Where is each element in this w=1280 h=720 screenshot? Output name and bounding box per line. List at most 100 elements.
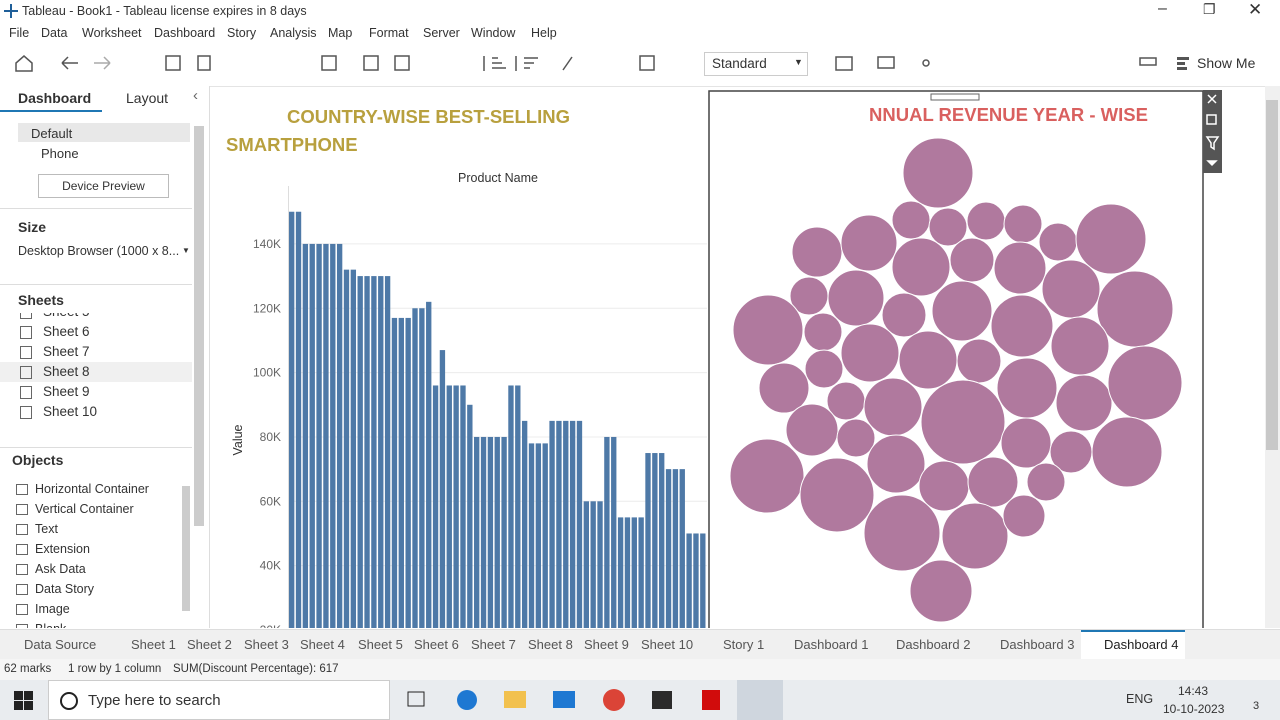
selected-zone[interactable]: [708, 90, 1204, 628]
remove-zone[interactable]: [1207, 94, 1217, 104]
new-source-icon[interactable]: [197, 55, 211, 71]
minimize-button[interactable]: –: [1158, 0, 1167, 17]
sort-desc-icon[interactable]: [515, 56, 538, 71]
object-item[interactable]: Blank: [35, 622, 66, 628]
menu-item[interactable]: Map: [328, 26, 353, 40]
task-view[interactable]: [407, 691, 425, 707]
home-icon[interactable]: [15, 55, 33, 72]
size-dropdown[interactable]: Desktop Browser (1000 x 8...: [18, 244, 180, 258]
object-item[interactable]: Data Story: [35, 582, 95, 596]
presentation-icon[interactable]: [877, 56, 895, 69]
labels-icon[interactable]: [639, 55, 655, 71]
tab[interactable]: Sheet 5: [358, 637, 403, 652]
redo-icon[interactable]: [94, 56, 111, 70]
pin-icon[interactable]: [1138, 54, 1160, 76]
tab[interactable]: Story 1: [723, 637, 765, 652]
store-app[interactable]: [652, 691, 672, 709]
chrome-app[interactable]: [603, 689, 625, 711]
edge-app[interactable]: [457, 690, 477, 710]
new-sheet-icon[interactable]: [321, 55, 337, 71]
tab[interactable]: Sheet 2: [187, 637, 232, 652]
filter-button[interactable]: [1205, 136, 1220, 151]
object-item[interactable]: Text: [35, 522, 58, 536]
menu-item[interactable]: Help: [531, 26, 557, 40]
clear-icon[interactable]: [394, 55, 410, 71]
object-item[interactable]: Image: [35, 602, 70, 616]
side-tab[interactable]: Dashboard: [18, 90, 92, 106]
highlight-icon[interactable]: [562, 56, 573, 71]
go-to-sheet[interactable]: [1206, 114, 1217, 125]
sheet-item[interactable]: Sheet 9: [43, 384, 90, 399]
bar: [679, 469, 685, 628]
save-icon[interactable]: [165, 55, 181, 71]
object-icon: [16, 564, 28, 575]
tab[interactable]: Sheet 3: [244, 637, 289, 652]
tableau-app-active[interactable]: [737, 680, 783, 720]
bar: [439, 350, 446, 628]
menu-item[interactable]: Window: [471, 26, 516, 40]
mail-app[interactable]: [553, 691, 575, 708]
language[interactable]: ENG: [1126, 692, 1154, 706]
tab[interactable]: Sheet 4: [300, 637, 345, 652]
collapse-button[interactable]: ‹: [193, 87, 198, 104]
notification-count[interactable]: 3: [1253, 700, 1260, 712]
menu-item[interactable]: Format: [369, 26, 409, 40]
scrollbar[interactable]: [194, 126, 204, 526]
sheet-item[interactable]: Sheet 8: [43, 364, 90, 379]
menu-item[interactable]: Server: [423, 26, 460, 40]
device-item[interactable]: Phone: [41, 146, 79, 161]
tab[interactable]: Dashboard 1: [794, 637, 869, 652]
tab[interactable]: Sheet 6: [414, 637, 459, 652]
menu-item[interactable]: Dashboard: [154, 26, 216, 40]
sheet-item[interactable]: Sheet 5: [43, 313, 90, 319]
drag-handle[interactable]: [930, 93, 980, 101]
device-preview-button[interactable]: Device Preview: [38, 174, 169, 198]
bubble: [729, 438, 805, 514]
duplicate-icon[interactable]: [363, 55, 379, 71]
acrobat-app[interactable]: [702, 690, 720, 710]
object-item[interactable]: Ask Data: [35, 562, 86, 576]
fit-dropdown[interactable]: Standard ▼: [704, 52, 808, 76]
scroll-thumb[interactable]: [1266, 100, 1278, 450]
object-item[interactable]: Vertical Container: [35, 502, 134, 516]
tab[interactable]: Data Source: [24, 637, 97, 652]
share-icon[interactable]: [922, 59, 930, 67]
tab[interactable]: Sheet 9: [584, 637, 629, 652]
tab[interactable]: Dashboard 4: [1104, 637, 1179, 652]
bar: [501, 436, 507, 628]
tab[interactable]: Sheet 10: [641, 637, 694, 652]
tab[interactable]: Dashboard 2: [896, 637, 971, 652]
device-item[interactable]: Default: [31, 126, 73, 141]
cards-icon[interactable]: [835, 56, 853, 71]
tab[interactable]: Sheet 1: [131, 637, 176, 652]
bar: [556, 420, 562, 628]
menu-item[interactable]: Data: [41, 26, 68, 40]
tab[interactable]: Sheet 7: [471, 637, 516, 652]
object-item[interactable]: Extension: [35, 542, 90, 556]
sheet-item[interactable]: Sheet 7: [43, 344, 90, 359]
divider: [0, 208, 192, 209]
sheet-item[interactable]: Sheet 10: [43, 404, 98, 419]
bubble: [785, 403, 839, 457]
explorer-app[interactable]: [504, 691, 526, 708]
menu-item[interactable]: File: [9, 26, 30, 40]
restore-button[interactable]: ❐: [1203, 1, 1216, 17]
menu-item[interactable]: Analysis: [270, 26, 317, 40]
sheet-item[interactable]: Sheet 6: [43, 324, 90, 339]
scrollbar[interactable]: [182, 486, 190, 611]
close-button[interactable]: ✕: [1248, 0, 1263, 19]
sort-asc-icon[interactable]: [483, 56, 506, 71]
menu-item[interactable]: Worksheet: [82, 26, 142, 40]
tab[interactable]: Sheet 8: [528, 637, 573, 652]
clock-time[interactable]: 14:43: [1178, 684, 1209, 698]
more-options[interactable]: [1206, 160, 1218, 167]
tab[interactable]: Dashboard 3: [1000, 637, 1075, 652]
start-button[interactable]: [14, 691, 34, 711]
side-tab[interactable]: Layout: [126, 90, 169, 106]
search-box[interactable]: Type here to search: [48, 680, 390, 720]
menu-item[interactable]: Story: [227, 26, 257, 40]
undo-icon[interactable]: [61, 56, 78, 70]
object-item[interactable]: Horizontal Container: [35, 482, 149, 496]
clock-date[interactable]: 10-10-2023: [1163, 702, 1225, 716]
show-me-button[interactable]: Show Me: [1197, 55, 1256, 71]
